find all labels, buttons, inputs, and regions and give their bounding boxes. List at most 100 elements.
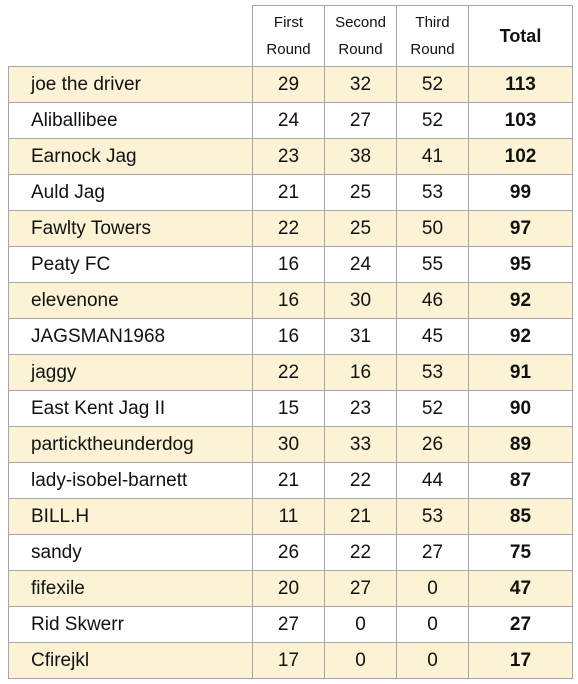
score-cell: 45: [396, 318, 469, 355]
score-cell: 23: [324, 390, 397, 427]
score-cell: 22: [252, 210, 325, 247]
table-row: Rid Skwerr 27 0 0 27: [8, 606, 573, 643]
table-row: sandy 26 22 27 75: [8, 534, 573, 571]
score-cell: 22: [324, 462, 397, 499]
total-cell: 103: [468, 102, 573, 139]
total-cell: 85: [468, 498, 573, 535]
player-name: joe the driver: [8, 66, 253, 103]
table-row: Auld Jag 21 25 53 99: [8, 174, 573, 211]
table-row: elevenone 16 30 46 92: [8, 282, 573, 319]
score-cell: 16: [324, 354, 397, 391]
total-cell: 91: [468, 354, 573, 391]
score-cell: 30: [252, 426, 325, 463]
table-row: lady-isobel-barnett 21 22 44 87: [8, 462, 573, 499]
score-cell: 27: [324, 102, 397, 139]
score-cell: 33: [324, 426, 397, 463]
score-cell: 27: [324, 570, 397, 607]
table-row: BILL.H 11 21 53 85: [8, 498, 573, 535]
table-row: Earnock Jag 23 38 41 102: [8, 138, 573, 175]
player-name: JAGSMAN1968: [8, 318, 253, 355]
score-cell: 27: [252, 606, 325, 643]
total-cell: 95: [468, 246, 573, 283]
table-row: East Kent Jag II 15 23 52 90: [8, 390, 573, 427]
score-cell: 0: [324, 642, 397, 679]
player-name: lady-isobel-barnett: [8, 462, 253, 499]
score-cell: 52: [396, 390, 469, 427]
score-cell: 30: [324, 282, 397, 319]
total-cell: 102: [468, 138, 573, 175]
player-name: sandy: [8, 534, 253, 571]
total-cell: 75: [468, 534, 573, 571]
score-cell: 22: [324, 534, 397, 571]
score-cell: 25: [324, 174, 397, 211]
total-cell: 89: [468, 426, 573, 463]
score-cell: 0: [396, 642, 469, 679]
total-cell: 99: [468, 174, 573, 211]
total-cell: 92: [468, 318, 573, 355]
score-cell: 24: [324, 246, 397, 283]
table-row: Peaty FC 16 24 55 95: [8, 246, 573, 283]
table-row: joe the driver 29 32 52 113: [8, 66, 573, 103]
table-row: Aliballibee 24 27 52 103: [8, 102, 573, 139]
player-name: Peaty FC: [8, 246, 253, 283]
score-cell: 0: [396, 606, 469, 643]
player-name: Rid Skwerr: [8, 606, 253, 643]
score-cell: 16: [252, 246, 325, 283]
table-row: Cfirejkl 17 0 0 17: [8, 642, 573, 679]
score-cell: 53: [396, 174, 469, 211]
score-cell: 17: [252, 642, 325, 679]
column-header: Second Round: [324, 5, 397, 67]
column-header: Third Round: [396, 5, 469, 67]
score-cell: 16: [252, 282, 325, 319]
score-cell: 20: [252, 570, 325, 607]
score-cell: 46: [396, 282, 469, 319]
player-name: Fawlty Towers: [8, 210, 253, 247]
table-row: JAGSMAN1968 16 31 45 92: [8, 318, 573, 355]
player-name: Auld Jag: [8, 174, 253, 211]
score-cell: 11: [252, 498, 325, 535]
score-cell: 27: [396, 534, 469, 571]
score-cell: 52: [396, 66, 469, 103]
score-cell: 21: [324, 498, 397, 535]
table-row: particktheunderdog 30 33 26 89: [8, 426, 573, 463]
score-cell: 23: [252, 138, 325, 175]
table-row: fifexile 20 27 0 47: [8, 570, 573, 607]
total-cell: 97: [468, 210, 573, 247]
score-cell: 26: [396, 426, 469, 463]
score-cell: 52: [396, 102, 469, 139]
score-cell: 53: [396, 498, 469, 535]
player-name: elevenone: [8, 282, 253, 319]
score-cell: 0: [396, 570, 469, 607]
header-row: First Round Second Round Third Round Total: [8, 5, 573, 67]
player-name: Earnock Jag: [8, 138, 253, 175]
score-cell: 41: [396, 138, 469, 175]
score-cell: 50: [396, 210, 469, 247]
score-cell: 32: [324, 66, 397, 103]
blank-cell: [8, 5, 253, 67]
score-cell: 21: [252, 462, 325, 499]
score-cell: 26: [252, 534, 325, 571]
score-cell: 29: [252, 66, 325, 103]
total-cell: 113: [468, 66, 573, 103]
total-cell: 87: [468, 462, 573, 499]
score-cell: 0: [324, 606, 397, 643]
score-cell: 55: [396, 246, 469, 283]
player-name: jaggy: [8, 354, 253, 391]
score-cell: 24: [252, 102, 325, 139]
total-cell: 92: [468, 282, 573, 319]
table-row: Fawlty Towers 22 25 50 97: [8, 210, 573, 247]
player-name: East Kent Jag II: [8, 390, 253, 427]
score-cell: 25: [324, 210, 397, 247]
player-name: Aliballibee: [8, 102, 253, 139]
total-cell: 27: [468, 606, 573, 643]
table-body: joe the driver 29 32 52 113 Aliballibee 24 27 52…: [8, 66, 573, 679]
score-cell: 22: [252, 354, 325, 391]
score-cell: 15: [252, 390, 325, 427]
player-name: Cfirejkl: [8, 642, 253, 679]
player-name: BILL.H: [8, 498, 253, 535]
score-cell: 53: [396, 354, 469, 391]
score-cell: 31: [324, 318, 397, 355]
score-cell: 38: [324, 138, 397, 175]
score-cell: 16: [252, 318, 325, 355]
